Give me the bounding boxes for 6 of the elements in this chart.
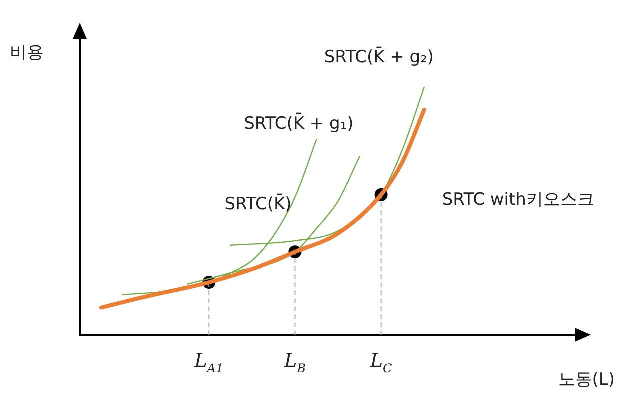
x-axis-title: 노동(L): [558, 369, 615, 391]
series-label: SRTC(K̄): [224, 193, 292, 214]
series-label: SRTC(K̄ + g₂): [324, 46, 434, 68]
y-axis-title: 비용: [10, 42, 44, 64]
text: SRTC with키오스크: [442, 190, 594, 210]
series-label: SRTC(K̄ + g₁): [244, 112, 354, 134]
